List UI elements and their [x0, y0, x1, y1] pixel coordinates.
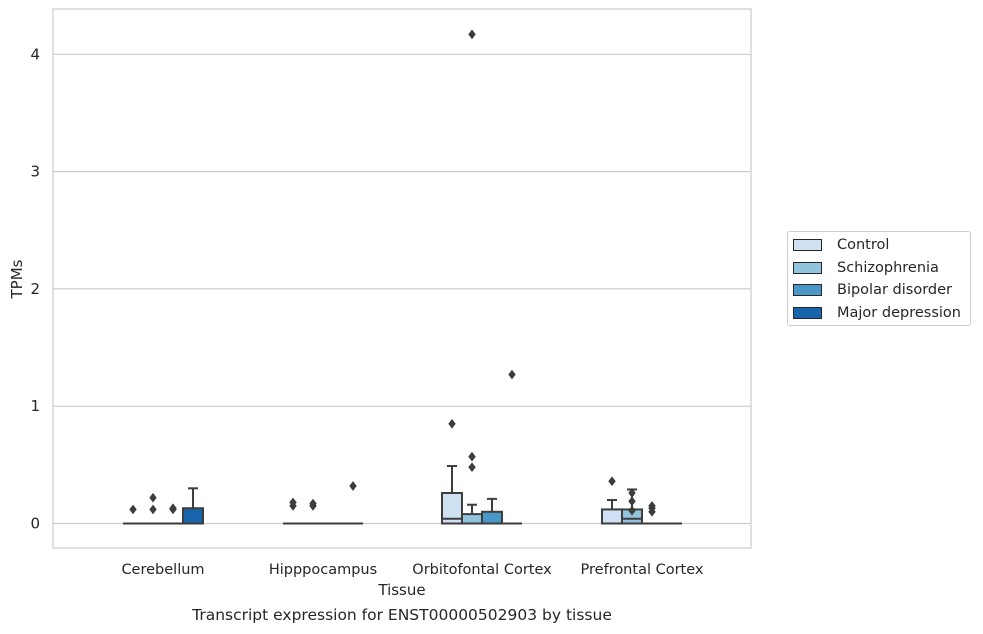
box-body: [601, 508, 623, 525]
x-axis-ticks: Cerebellum Hipppocampus Orbitofontal Corte…: [121, 562, 703, 578]
box-schizophrenia: [461, 29, 483, 525]
legend-swatch-control: [793, 239, 822, 251]
box-body: [481, 510, 503, 525]
box-body: [182, 507, 204, 525]
legend-swatch-bipolar-disorder: [793, 284, 822, 296]
outlier-point: [149, 492, 157, 503]
outlier-point: [508, 369, 516, 380]
legend-item-schizophrenia: Schizophrenia: [793, 258, 939, 278]
legend: Control Schizophrenia Bipolar disorder M…: [787, 231, 971, 326]
legend-label-major-depression: Major depression: [837, 305, 961, 321]
x-axis-label: Tissue: [377, 581, 425, 599]
legend-item-bipolar-disorder: Bipolar disorder: [793, 280, 952, 300]
y-tick-label: 3: [30, 163, 40, 181]
outlier-point: [628, 505, 636, 516]
legend-swatch-major-depression: [793, 307, 822, 319]
box-control: [441, 418, 463, 525]
legend-label-bipolar-disorder: Bipolar disorder: [837, 282, 952, 298]
box-control: [283, 497, 303, 525]
grid-lines: [53, 53, 751, 525]
box-body: [441, 492, 463, 525]
outlier-point: [349, 481, 357, 491]
box-series-group: [123, 29, 682, 525]
outlier-point: [169, 503, 177, 514]
x-tick-label: Hipppocampus: [269, 562, 377, 578]
outlier-point: [448, 418, 456, 429]
box-control: [123, 504, 143, 525]
box-schizophrenia: [303, 498, 323, 525]
legend-label-schizophrenia: Schizophrenia: [837, 260, 939, 276]
outlier-point: [628, 496, 636, 507]
box-schizophrenia: [143, 492, 163, 525]
x-tick-label: Prefrontal Cortex: [581, 562, 704, 578]
box-major-depression: [502, 369, 522, 525]
box-major-depression: [343, 481, 363, 525]
legend-swatch-schizophrenia: [793, 262, 822, 274]
x-tick-label: Cerebellum: [121, 562, 204, 578]
plot-frame: [52, 8, 752, 549]
y-axis-ticks: 0 1 2 3 4: [30, 45, 40, 532]
outlier-point: [129, 504, 137, 515]
legend-item-control: Control: [793, 235, 889, 255]
outlier-point: [468, 29, 476, 40]
outlier-point: [648, 501, 656, 511]
box-bipolar-disorder: [481, 497, 503, 525]
box-control: [601, 476, 623, 525]
y-tick-label: 4: [30, 45, 40, 63]
outlier-point: [309, 498, 317, 509]
box-body: [461, 513, 483, 525]
y-tick-label: 2: [30, 280, 40, 298]
box-bipolar-disorder: [163, 503, 183, 525]
box-schizophrenia: [621, 488, 643, 525]
outlier-point: [468, 462, 476, 473]
outlier-point: [149, 504, 157, 515]
chart-caption: Transcript expression for ENST0000050290…: [192, 606, 612, 624]
box-bipolar-disorder: [642, 501, 662, 525]
legend-label-control: Control: [837, 237, 890, 253]
y-axis-label: TPMs: [8, 259, 26, 299]
x-tick-label: Orbitofontal Cortex: [412, 562, 552, 578]
outlier-point: [628, 488, 636, 498]
outlier-point: [608, 476, 616, 487]
outlier-point: [289, 497, 297, 508]
y-tick-label: 0: [30, 515, 40, 533]
box-major-depression: [182, 487, 204, 525]
legend-item-major-depression: Major depression: [793, 303, 961, 323]
y-tick-label: 1: [30, 397, 40, 415]
outlier-point: [468, 451, 476, 462]
